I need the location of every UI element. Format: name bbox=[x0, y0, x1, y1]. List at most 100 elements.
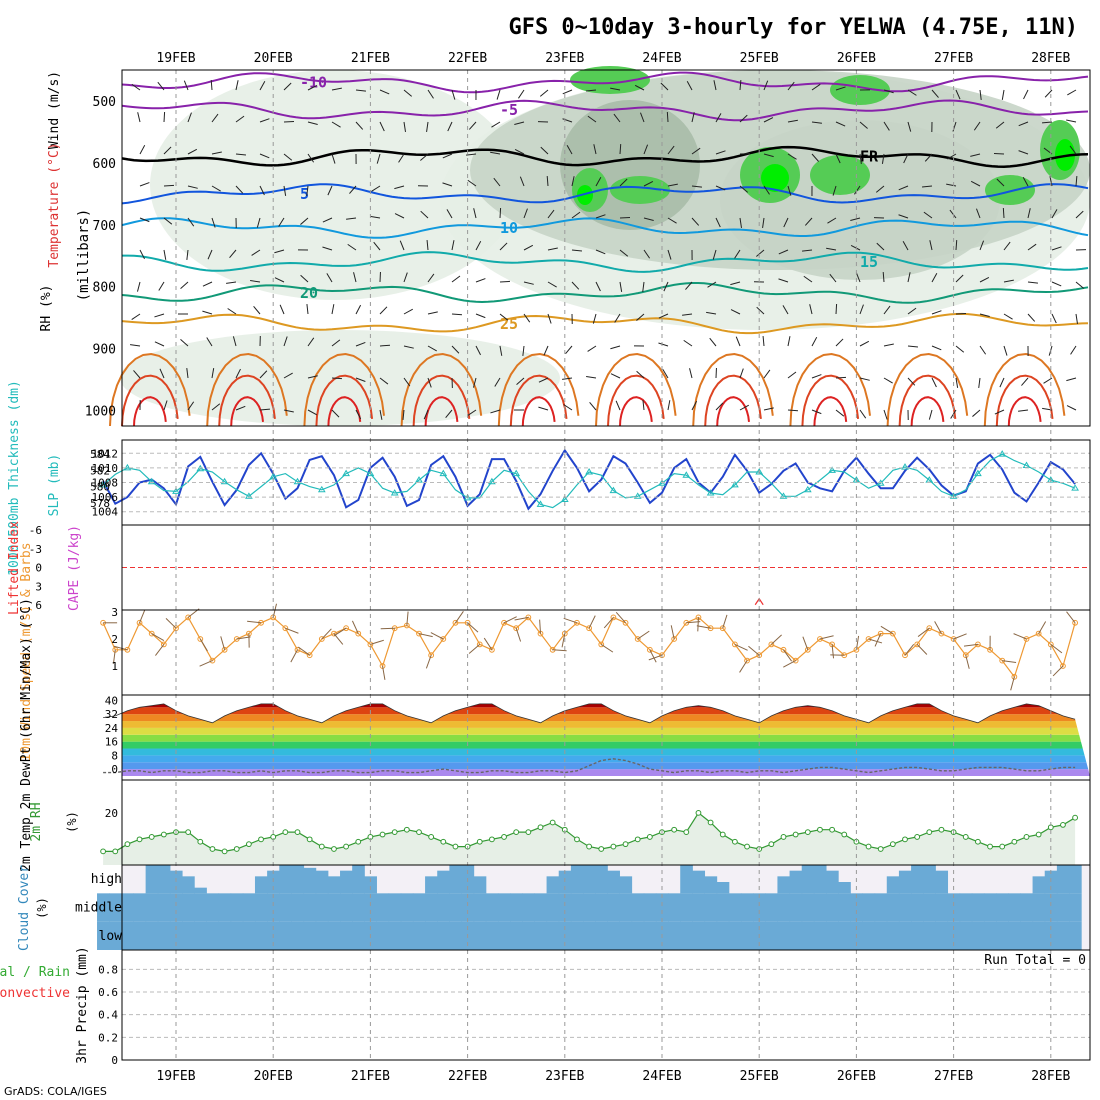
lifted-index-cape-panel bbox=[122, 567, 1090, 606]
wind-barb bbox=[1022, 176, 1029, 187]
wind-barb bbox=[802, 249, 813, 252]
wind-barb bbox=[394, 213, 405, 219]
wind-speed-marker bbox=[646, 646, 653, 653]
cloud-bar-high bbox=[437, 870, 450, 894]
wind-barb bbox=[898, 214, 909, 219]
rh-unit: (%) bbox=[65, 811, 79, 833]
slp-tick: 1010 bbox=[92, 462, 119, 475]
cloud-bar-high bbox=[303, 867, 317, 894]
wind-speed-marker bbox=[1035, 630, 1042, 637]
thickness-marker bbox=[779, 492, 788, 499]
wind-barb bbox=[1018, 121, 1029, 127]
temp2m-panel bbox=[103, 703, 1090, 776]
wind-barb bbox=[403, 121, 406, 132]
wind-barb bbox=[613, 113, 621, 123]
wind-barb bbox=[274, 277, 285, 283]
pressure-tick-label: 800 bbox=[93, 281, 116, 296]
thickness-marker bbox=[536, 500, 545, 507]
cloud-bar-middle bbox=[971, 893, 985, 922]
thickness-marker bbox=[706, 489, 715, 496]
rh-marker bbox=[379, 831, 386, 838]
wind10m-barb bbox=[298, 646, 310, 656]
wind-barb bbox=[595, 177, 602, 187]
wind-barb bbox=[811, 374, 822, 379]
wind-barb bbox=[1021, 377, 1029, 386]
temp-band bbox=[122, 721, 1090, 728]
wind10m-barb bbox=[722, 614, 728, 629]
wind-speed-marker bbox=[817, 636, 823, 642]
cloud-bar-low bbox=[303, 921, 317, 950]
cloud-bar-middle bbox=[376, 893, 390, 922]
wind-speed-marker bbox=[962, 652, 969, 659]
wind-barb bbox=[946, 183, 957, 187]
wind-barb bbox=[778, 278, 789, 283]
wind-barb bbox=[902, 241, 909, 251]
wind-barb bbox=[259, 153, 270, 159]
temp-band bbox=[122, 714, 1090, 722]
slp-tick: 1008 bbox=[92, 477, 119, 490]
rh-marker bbox=[221, 848, 228, 855]
wind10m-barb bbox=[648, 654, 663, 661]
boundary-layer-contour bbox=[206, 352, 288, 427]
cloud-bar-middle bbox=[862, 893, 876, 922]
wind-barb bbox=[379, 344, 391, 347]
upper-ylabel-wind: Wind (m/s) bbox=[47, 71, 62, 149]
cloud-unit: (%) bbox=[35, 897, 49, 919]
wind-barb bbox=[682, 313, 693, 316]
wind-barb bbox=[427, 89, 434, 99]
wind-speed-marker bbox=[634, 636, 641, 642]
boundary-layer-contour bbox=[121, 374, 179, 427]
wind-barb bbox=[403, 89, 413, 97]
temperature-contour bbox=[121, 71, 1089, 94]
wind-barb bbox=[259, 185, 265, 196]
wind-barb bbox=[1018, 409, 1029, 412]
wind-barb bbox=[355, 377, 366, 382]
wind10m-barb bbox=[199, 660, 213, 667]
contour-label: 15 bbox=[860, 253, 878, 271]
thickness-marker bbox=[342, 469, 350, 477]
wind-barb bbox=[619, 178, 628, 187]
rh-marker bbox=[817, 826, 823, 833]
cloud-ylabel: Cloud Cover bbox=[17, 865, 32, 951]
wind-barb bbox=[907, 377, 916, 386]
wind-barb bbox=[1049, 176, 1053, 187]
wind-barb bbox=[835, 409, 845, 417]
cloud-bar-middle bbox=[1020, 893, 1034, 922]
wind-barb bbox=[446, 209, 453, 219]
wind-barb bbox=[979, 345, 987, 355]
wind10m-barb bbox=[588, 615, 596, 629]
wind-barb bbox=[327, 185, 333, 196]
wind-barb bbox=[850, 217, 861, 222]
wind10m-barb bbox=[734, 643, 748, 651]
cloud-bar-low bbox=[133, 921, 147, 950]
rh-marker bbox=[610, 843, 617, 850]
cloud-bar-high bbox=[340, 870, 353, 894]
wind-barb bbox=[226, 281, 237, 284]
rh2m-panel bbox=[100, 809, 1078, 865]
rh-marker bbox=[804, 829, 811, 836]
cloud-bar-low bbox=[157, 921, 171, 950]
wind10m-barb bbox=[563, 617, 578, 624]
rh-shade-bright bbox=[761, 164, 789, 192]
rh-marker bbox=[258, 836, 264, 843]
wind-barb bbox=[924, 153, 933, 162]
cloud-bar-low bbox=[643, 921, 657, 950]
wind-barb bbox=[187, 217, 195, 227]
cloud-bar-high bbox=[327, 876, 341, 894]
cloud-bar-high bbox=[595, 865, 608, 894]
temp-band bbox=[122, 769, 1090, 776]
wind-barb bbox=[979, 89, 982, 100]
wind-barb bbox=[994, 409, 1005, 415]
cloud-bar-low bbox=[437, 921, 450, 950]
boundary-layer-contour bbox=[424, 396, 459, 427]
wind-barb bbox=[187, 112, 192, 123]
cloud-bar-low bbox=[728, 921, 742, 950]
wind10m-barb bbox=[649, 649, 657, 663]
wind10m-barb bbox=[953, 633, 967, 640]
wind-barb bbox=[331, 87, 342, 91]
wind10m-barb bbox=[418, 633, 433, 638]
wind-barb bbox=[306, 304, 309, 315]
cloud-bar-middle bbox=[789, 893, 803, 922]
wind-barb bbox=[610, 345, 621, 350]
wind-barb bbox=[855, 272, 861, 283]
